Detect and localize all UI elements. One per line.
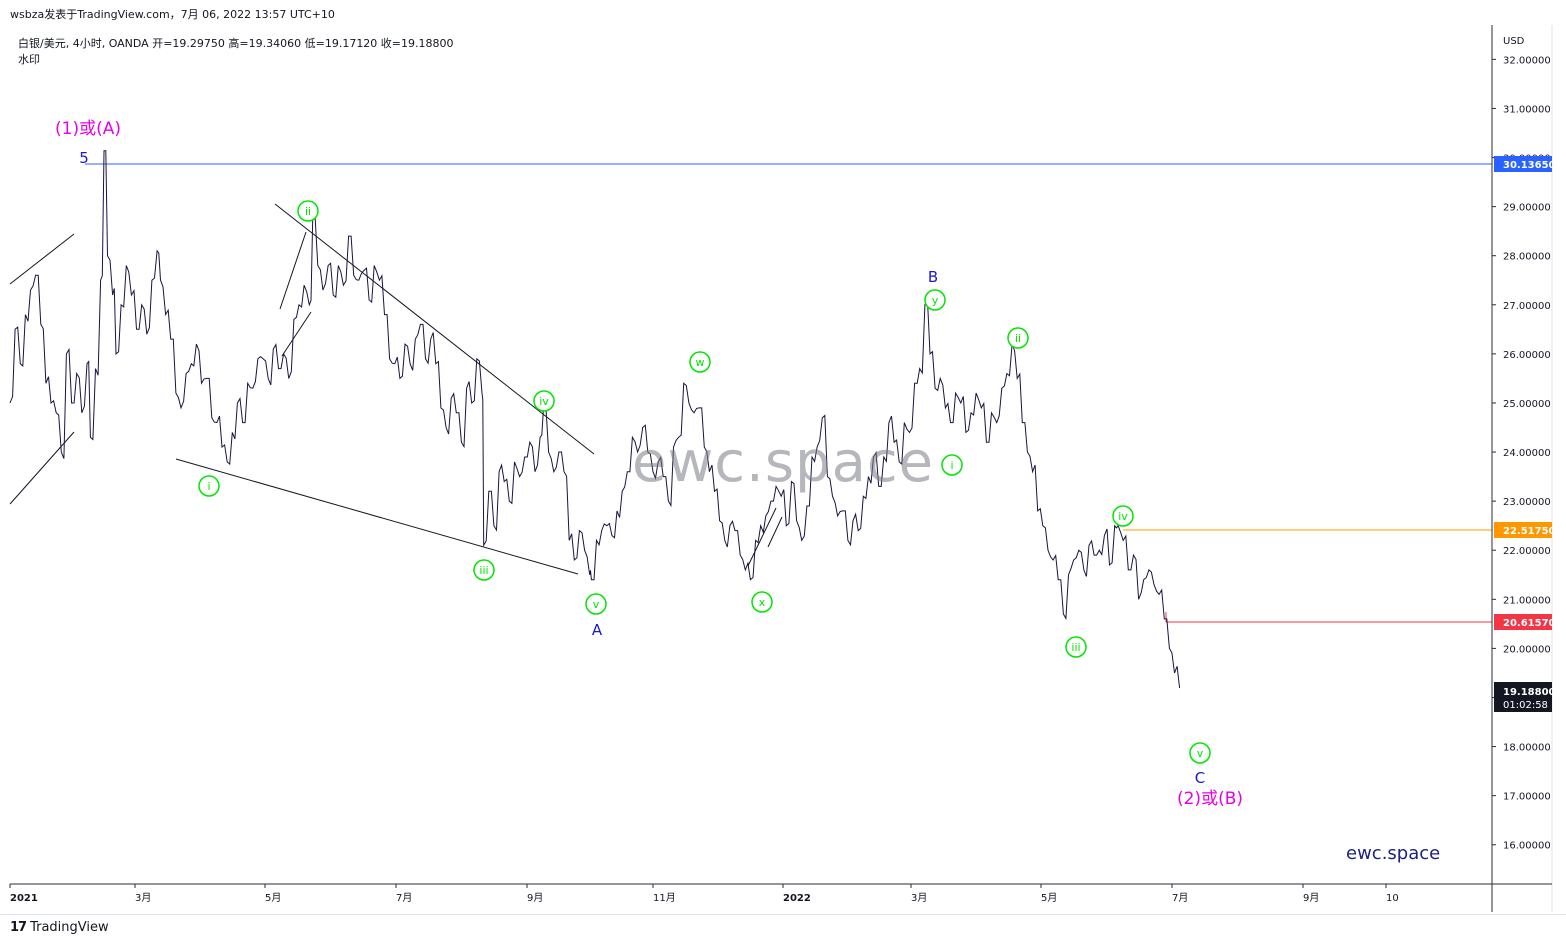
y-tick-label: 26.00000 bbox=[1503, 350, 1551, 361]
x-tick-label: 7月 bbox=[396, 892, 412, 904]
wave-label: iii bbox=[1071, 641, 1080, 654]
y-tick-label: 28.00000 bbox=[1503, 252, 1551, 263]
x-tick-label: 2021 bbox=[10, 893, 38, 904]
wave-label: ii bbox=[1015, 332, 1021, 345]
trendline bbox=[274, 203, 595, 455]
y-tick-label: 18.00000 bbox=[1503, 743, 1551, 754]
price-level-value: 22.51750 bbox=[1503, 526, 1556, 537]
y-tick-label: 24.00000 bbox=[1503, 448, 1551, 459]
wave-label: i bbox=[950, 459, 953, 472]
x-tick-label: 5月 bbox=[1041, 892, 1057, 904]
price-level-badge bbox=[1494, 522, 1552, 538]
x-tick-label: 7月 bbox=[1172, 892, 1188, 904]
current-price-countdown: 01:02:58 bbox=[1503, 700, 1548, 711]
y-tick-label: 21.00000 bbox=[1503, 595, 1551, 606]
x-tick-label: 3月 bbox=[135, 892, 151, 904]
watermark-indicator-label[interactable]: 水印 bbox=[18, 53, 40, 66]
wave-circle-marker bbox=[1112, 505, 1134, 527]
wave-label: iv bbox=[1118, 510, 1128, 523]
x-tick-label: 3月 bbox=[911, 892, 927, 904]
wave-circle-marker bbox=[1189, 742, 1211, 764]
tradingview-logo-icon: 17 bbox=[10, 920, 27, 935]
symbol-info-line[interactable]: 白银/美元, 4小时, OANDA 开=19.29750 高=19.34060 … bbox=[18, 37, 454, 50]
wave-label: v bbox=[1197, 747, 1204, 760]
x-tick-label: 5月 bbox=[265, 892, 281, 904]
y-tick-label: 27.00000 bbox=[1503, 301, 1551, 312]
wave-label: x bbox=[759, 596, 766, 609]
y-tick-label: 32.00000 bbox=[1503, 55, 1551, 66]
x-tick-label: 11月 bbox=[653, 892, 676, 904]
price-level-value: 30.13650 bbox=[1503, 160, 1556, 171]
y-tick-label: 16.00000 bbox=[1503, 841, 1551, 852]
y-tick-label: 31.00000 bbox=[1503, 104, 1551, 115]
wave-circle-marker bbox=[533, 390, 555, 412]
wave-circle-marker bbox=[473, 559, 495, 581]
price-series-line bbox=[9, 150, 1181, 689]
wave-circle-marker bbox=[941, 454, 963, 476]
x-tick-label: 9月 bbox=[527, 892, 543, 904]
trendline bbox=[175, 458, 579, 575]
x-tick-label: 10 bbox=[1386, 893, 1399, 904]
bottom-bar bbox=[0, 914, 1566, 948]
wave-label: 5 bbox=[79, 149, 89, 167]
x-tick-label: 2022 bbox=[783, 893, 811, 904]
wave-circle-marker bbox=[297, 200, 319, 222]
wave-circle-marker bbox=[924, 289, 946, 311]
trendline bbox=[279, 231, 307, 310]
currency-label: USD bbox=[1503, 36, 1525, 47]
wave-label: i bbox=[207, 480, 210, 493]
price-axis: USD32.0000031.0000030.0000029.0000028.00… bbox=[1491, 25, 1556, 912]
wave-circle-marker bbox=[585, 593, 607, 615]
y-tick-label: 23.00000 bbox=[1503, 497, 1551, 508]
wave-circle-marker bbox=[1007, 327, 1029, 349]
current-price-value: 19.18800 bbox=[1503, 687, 1556, 698]
wave-label: C bbox=[1195, 769, 1205, 787]
y-tick-label: 25.00000 bbox=[1503, 399, 1551, 410]
wave-circle-marker bbox=[198, 475, 220, 497]
trendlines-layer bbox=[9, 203, 783, 575]
price-level-badge bbox=[1494, 156, 1552, 172]
wave-circle-marker bbox=[689, 351, 711, 373]
tradingview-logo[interactable]: 17 TradingView bbox=[10, 920, 109, 935]
current-price-badge bbox=[1494, 682, 1552, 712]
wave-label: (2)或(B) bbox=[1177, 789, 1243, 809]
y-tick-label: 20.00000 bbox=[1503, 644, 1551, 655]
wave-label: A bbox=[592, 621, 603, 639]
trendline bbox=[767, 516, 783, 548]
wave-label: B bbox=[928, 268, 938, 286]
wave-label: y bbox=[932, 294, 939, 307]
trendline bbox=[9, 233, 75, 285]
price-chart[interactable]: (1)或(A)5iiiiiiivvAwxyBiiiiiiivvC(2)或(B) … bbox=[0, 0, 1566, 914]
wave-circle-marker bbox=[751, 591, 773, 613]
price-level-badge bbox=[1494, 614, 1552, 630]
wave-label: w bbox=[696, 356, 705, 369]
trendline bbox=[9, 431, 75, 505]
x-tick-label: 9月 bbox=[1303, 892, 1319, 904]
time-axis: 2021 3月 5月 7月 9月 11月 2022 3月 5月 7月 9月 10 bbox=[9, 883, 1552, 904]
wave-label: (1)或(A) bbox=[55, 119, 121, 139]
wave-label: iv bbox=[539, 395, 549, 408]
wave-label: iii bbox=[479, 564, 488, 577]
tradingview-logo-text: TradingView bbox=[30, 920, 109, 935]
publisher-line: wsbza发表于TradingView.com，7月 06, 2022 13:5… bbox=[10, 8, 335, 21]
trendline bbox=[281, 311, 312, 357]
watermark-text: ewc.space bbox=[632, 430, 935, 495]
wave-label: v bbox=[593, 598, 600, 611]
trendline bbox=[747, 507, 777, 567]
y-tick-label: 29.00000 bbox=[1503, 203, 1551, 214]
wave-circle-marker bbox=[1065, 636, 1087, 658]
price-level-value: 20.61570 bbox=[1503, 618, 1556, 629]
price-levels-layer bbox=[85, 163, 1492, 623]
y-tick-label: 22.00000 bbox=[1503, 546, 1551, 557]
wave-label: ii bbox=[305, 205, 311, 218]
brand-text: ewc.space bbox=[1346, 843, 1441, 864]
y-tick-label: 17.00000 bbox=[1503, 792, 1551, 803]
